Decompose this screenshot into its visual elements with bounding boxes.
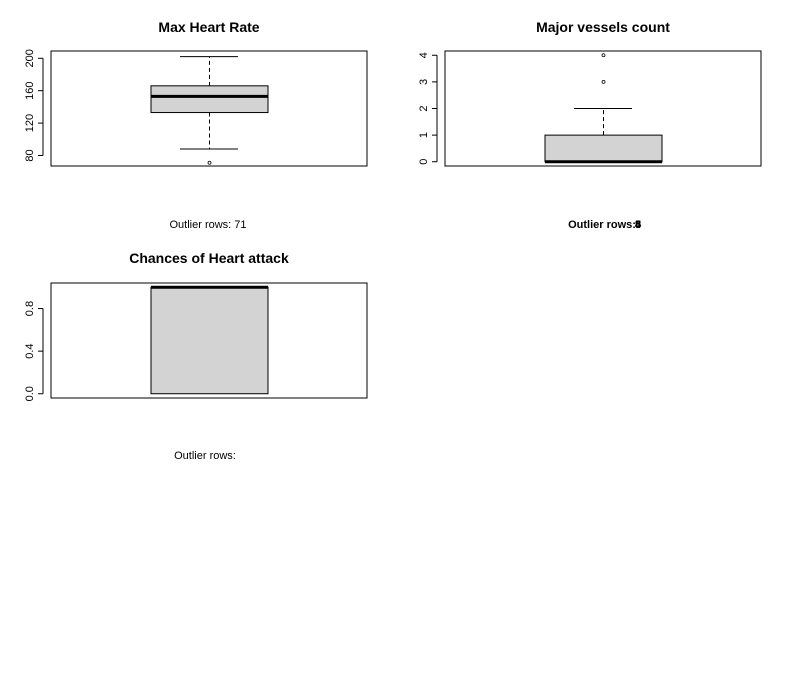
y-tick-label: 2: [418, 105, 430, 111]
plot-frame: [50, 282, 368, 399]
y-tick-label: 160: [24, 82, 36, 100]
y-tick-label: 1: [418, 132, 430, 138]
outlier-caption-number: 3: [635, 219, 641, 231]
outlier-caption: Outlier rows:: [174, 450, 236, 462]
y-tick-label: 3: [418, 79, 430, 85]
plot-frame: [50, 50, 368, 167]
y-tick-label: 80: [24, 149, 36, 161]
y-tick-label: 4: [418, 52, 430, 58]
outlier-caption-number: 4: [635, 219, 642, 231]
outlier-point: [601, 53, 606, 58]
outlier-point: [207, 160, 212, 165]
box-iqr: [150, 286, 269, 395]
boxplot-panel-3: Chances of Heart attack 0.0 0.4 0.8 Outlier …: [24, 250, 368, 462]
y-tick-label: 0: [418, 159, 430, 165]
outlier-caption: Outlier rows:: [568, 219, 636, 231]
box-iqr: [544, 134, 663, 163]
outlier-caption-number: 8: [635, 219, 641, 231]
outlier-caption-number: 5: [635, 219, 641, 231]
chart-title: Max Heart Rate: [158, 19, 259, 35]
y-tick-label: 120: [24, 114, 36, 132]
plot-frame: [444, 50, 762, 167]
box-iqr: [150, 85, 269, 114]
y-tick-label: 0.4: [24, 343, 36, 358]
y-tick-label: 0.0: [24, 386, 36, 401]
chart-title: Chances of Heart attack: [129, 250, 289, 266]
chart-title: Major vessels count: [536, 19, 670, 35]
y-tick-label: 0.8: [24, 301, 36, 316]
boxplot-panel-1: Max Heart Rate 80 120 160 200 Outlier rows: 7…: [24, 19, 368, 231]
y-tick-label: 200: [24, 49, 36, 67]
outlier-point: [601, 79, 606, 84]
outlier-caption: Outlier rows: 71: [169, 219, 246, 231]
